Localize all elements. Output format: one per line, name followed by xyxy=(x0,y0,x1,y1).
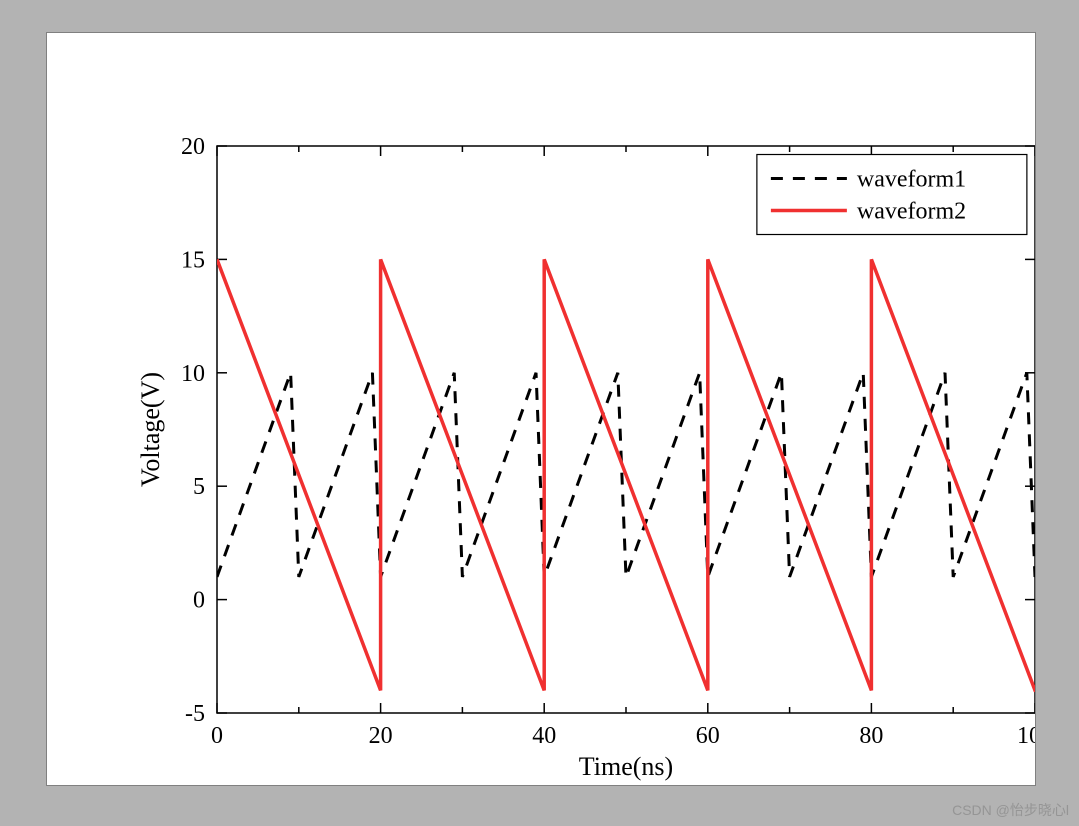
legend-label: waveform1 xyxy=(857,167,966,193)
y-tick-label: -5 xyxy=(185,701,205,727)
series-waveform2 xyxy=(217,259,1035,690)
watermark-text: CSDN @怡步晓心l xyxy=(952,800,1069,820)
x-tick-label: 40 xyxy=(532,723,556,749)
y-tick-label: 10 xyxy=(181,361,205,387)
legend-label: waveform2 xyxy=(857,199,966,225)
x-axis-label: Time(ns) xyxy=(579,752,673,781)
y-tick-label: 20 xyxy=(181,134,205,160)
y-axis-label: Voltage(V) xyxy=(136,372,165,487)
y-tick-label: 5 xyxy=(193,474,205,500)
x-tick-label: 80 xyxy=(859,723,883,749)
x-tick-label: 0 xyxy=(211,723,223,749)
chart-panel: 020406080100-505101520Time(ns)Voltage(V)… xyxy=(46,32,1036,786)
x-tick-label: 60 xyxy=(696,723,720,749)
x-tick-label: 20 xyxy=(369,723,393,749)
x-tick-label: 100 xyxy=(1017,723,1035,749)
y-tick-label: 0 xyxy=(193,588,205,614)
chart-svg: 020406080100-505101520Time(ns)Voltage(V)… xyxy=(47,33,1035,785)
y-tick-label: 15 xyxy=(181,247,205,273)
